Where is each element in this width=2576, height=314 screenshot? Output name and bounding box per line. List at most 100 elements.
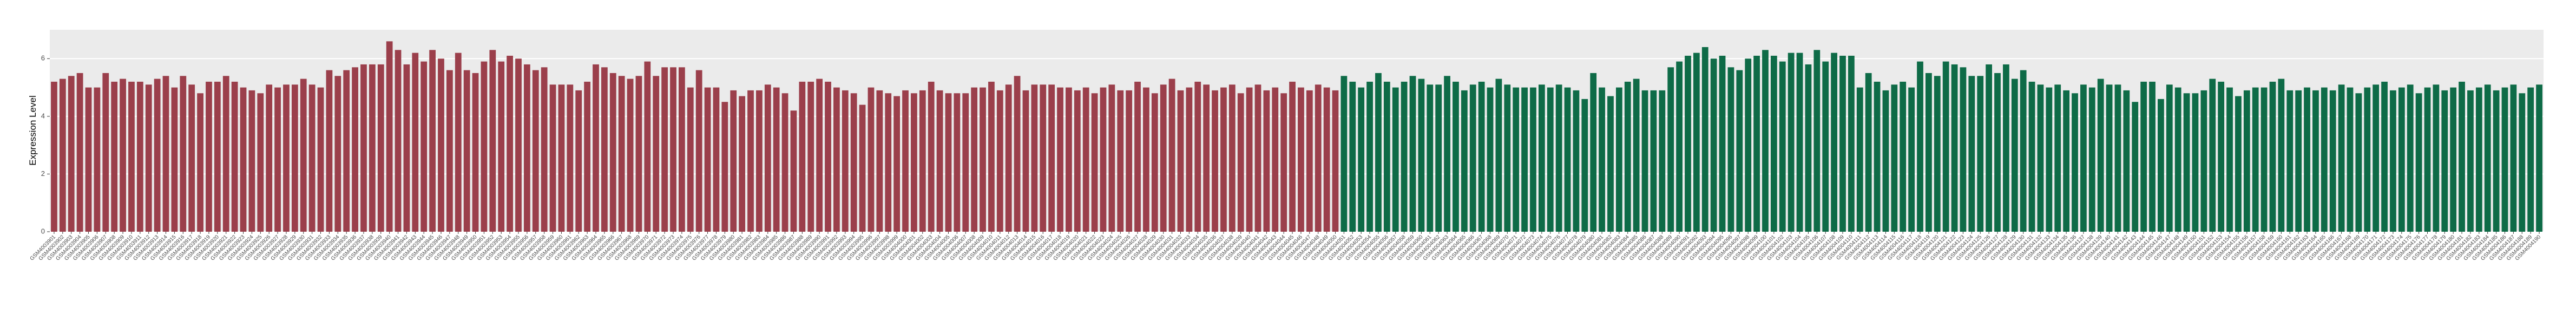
bar <box>326 70 333 232</box>
bar <box>2527 87 2534 232</box>
bar <box>1031 84 1038 232</box>
bar <box>653 76 660 232</box>
bar <box>695 70 702 232</box>
bar <box>1676 61 1683 232</box>
bar <box>876 90 883 232</box>
bar <box>627 78 634 232</box>
bar <box>2140 81 2147 232</box>
bar <box>1057 87 1063 232</box>
bar <box>1228 84 1236 232</box>
bar <box>842 90 849 232</box>
bar <box>1126 90 1133 232</box>
bar <box>1719 55 1726 232</box>
bar <box>1495 78 1502 232</box>
bar <box>317 87 324 232</box>
bar <box>1453 81 1459 232</box>
bar <box>1478 81 1485 232</box>
bar <box>1168 78 1175 232</box>
bar <box>206 81 212 232</box>
bar <box>2020 70 2027 232</box>
bar <box>412 53 419 232</box>
bar <box>1650 90 1657 232</box>
bar <box>2072 93 2078 232</box>
bar <box>2080 84 2087 232</box>
bar <box>2467 90 2474 232</box>
bar <box>713 87 720 232</box>
bar <box>1564 87 1571 232</box>
bar <box>2347 87 2354 232</box>
bar <box>2097 78 2104 232</box>
bar <box>980 87 986 232</box>
bar <box>2123 90 2130 232</box>
bar <box>928 81 935 232</box>
bar <box>429 50 436 232</box>
bar <box>1177 90 1184 232</box>
bar <box>1366 81 1373 232</box>
bar <box>764 84 771 232</box>
bar <box>188 84 195 232</box>
bar <box>2415 93 2422 232</box>
bar <box>1254 84 1261 232</box>
bar <box>679 67 685 232</box>
bar <box>51 81 57 232</box>
bar <box>240 87 247 232</box>
bar <box>1693 53 1700 232</box>
bar <box>1427 84 1434 232</box>
bar <box>291 84 298 232</box>
bar <box>1272 87 1279 232</box>
bar <box>1082 87 1089 232</box>
bar <box>1633 78 1640 232</box>
bar <box>885 93 892 232</box>
bar <box>781 93 788 232</box>
y-axis-title: Expression Level <box>28 95 38 165</box>
bar <box>94 87 101 232</box>
bar <box>523 64 530 232</box>
bar <box>575 90 582 232</box>
bar <box>1813 50 1821 232</box>
bar <box>1667 67 1674 232</box>
bar <box>1444 76 1450 232</box>
bar <box>2209 78 2216 232</box>
bar <box>1573 90 1580 232</box>
bar <box>2304 87 2310 232</box>
bar <box>1375 73 1382 232</box>
bar <box>1151 93 1158 232</box>
bar <box>1641 90 1648 232</box>
bar <box>507 55 513 232</box>
bar <box>2218 81 2225 232</box>
bar <box>1435 84 1442 232</box>
bar <box>1358 87 1365 232</box>
bar <box>2226 87 2233 232</box>
bar <box>541 67 548 232</box>
bar <box>386 41 393 232</box>
bar <box>231 81 238 232</box>
bar <box>807 81 814 232</box>
bar <box>567 84 574 232</box>
bar <box>936 90 943 232</box>
bar <box>489 50 496 232</box>
bar <box>2114 84 2121 232</box>
bar <box>1143 87 1149 232</box>
bar <box>833 87 840 232</box>
bar <box>1134 81 1141 232</box>
bar <box>334 76 341 232</box>
bar <box>446 70 453 232</box>
bar <box>2158 99 2164 232</box>
bar <box>2493 90 2500 232</box>
bar <box>1908 87 1915 232</box>
bar <box>1383 81 1390 232</box>
bar <box>739 96 745 232</box>
bar <box>1246 87 1253 232</box>
bar <box>1005 84 1012 232</box>
bar <box>2450 87 2457 232</box>
bar <box>1066 87 1072 232</box>
bar <box>308 84 316 232</box>
bar <box>1590 73 1597 232</box>
bar <box>2183 93 2190 232</box>
bar <box>1186 87 1193 232</box>
bar <box>498 61 505 232</box>
bar <box>1934 76 1941 232</box>
bar <box>515 58 522 232</box>
bar <box>1194 81 1201 232</box>
bar <box>420 61 428 232</box>
